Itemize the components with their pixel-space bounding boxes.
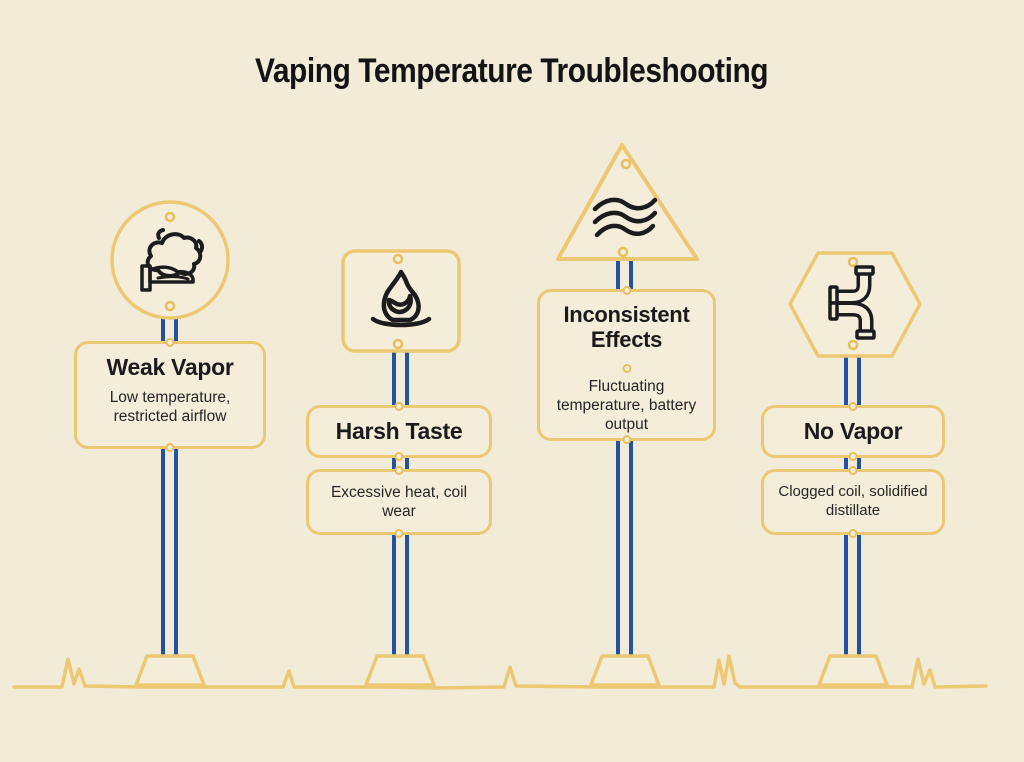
- sign-post-pole-3: [616, 254, 633, 660]
- sign-board-no-vapor: No Vapor: [761, 402, 945, 461]
- sign-title: Weak Vapor: [106, 354, 234, 380]
- sign-board-inconsistent-effects: Inconsistent Effects Fluctuating tempera…: [537, 286, 716, 444]
- post-base-2: [364, 654, 436, 687]
- pipe-icon: [828, 265, 876, 340]
- screw-icon: [394, 402, 404, 411]
- screw-icon: [620, 158, 632, 170]
- screw-icon: [622, 286, 631, 295]
- sign-description: Excessive heat, coil wear: [330, 483, 468, 520]
- screw-icon: [394, 529, 404, 538]
- screw-icon: [392, 338, 404, 350]
- sign-post-pole-1: [161, 316, 178, 660]
- waves-icon: [592, 197, 658, 238]
- screw-icon: [392, 253, 404, 265]
- post-base-4: [817, 654, 889, 687]
- screw-icon: [848, 402, 858, 411]
- sign-title: No Vapor: [803, 418, 903, 444]
- screw-icon: [622, 435, 631, 444]
- sign-board-harsh-taste: Harsh Taste: [306, 402, 492, 461]
- screw-icon: [394, 452, 404, 461]
- screw-icon: [394, 466, 404, 475]
- flame-icon: [370, 269, 432, 328]
- ground-line: [12, 654, 988, 690]
- screw-icon: [617, 246, 629, 258]
- screw-icon: [622, 364, 631, 373]
- screw-icon: [165, 338, 175, 347]
- screw-icon: [847, 256, 859, 268]
- sign-board-harsh-taste-description: Excessive heat, coil wear: [306, 466, 492, 538]
- sign-title: Harsh Taste: [335, 418, 463, 444]
- screw-icon: [848, 529, 858, 538]
- sign-board-no-vapor-description: Clogged coil, solidified distillate: [761, 466, 945, 538]
- sign-title: Inconsistent Effects: [563, 302, 690, 353]
- screw-icon: [165, 443, 175, 452]
- square-shape-sign: [341, 249, 461, 353]
- screw-icon: [164, 300, 176, 312]
- sign-board-weak-vapor: Weak Vapor Low temperature, restricted a…: [74, 338, 266, 452]
- page-title: Vaping Temperature Troubleshooting: [0, 52, 1024, 91]
- screw-icon: [847, 339, 859, 351]
- post-base-3: [589, 654, 661, 687]
- circle-shape-sign: [110, 200, 230, 320]
- sign-description: Clogged coil, solidified distillate: [778, 483, 928, 519]
- vapor-cloud-icon: [140, 228, 205, 292]
- screw-icon: [848, 452, 858, 461]
- post-base-1: [134, 654, 206, 687]
- sign-description: Fluctuating temperature, battery output: [556, 377, 697, 434]
- screw-icon: [848, 466, 858, 475]
- hexagon-shape-sign: [788, 251, 922, 358]
- triangle-shape-sign: [556, 143, 699, 261]
- sign-description: Low temperature, restricted airflow: [109, 389, 231, 426]
- page-title-text: Vaping Temperature Troubleshooting: [255, 52, 769, 90]
- screw-icon: [164, 211, 176, 223]
